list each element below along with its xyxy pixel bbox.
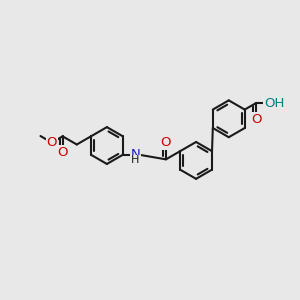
Text: H: H <box>131 155 140 165</box>
Text: OH: OH <box>264 97 285 110</box>
Text: N: N <box>130 148 140 161</box>
Text: O: O <box>57 146 68 159</box>
Text: O: O <box>251 113 261 126</box>
Text: O: O <box>161 136 171 149</box>
Text: O: O <box>46 136 57 149</box>
